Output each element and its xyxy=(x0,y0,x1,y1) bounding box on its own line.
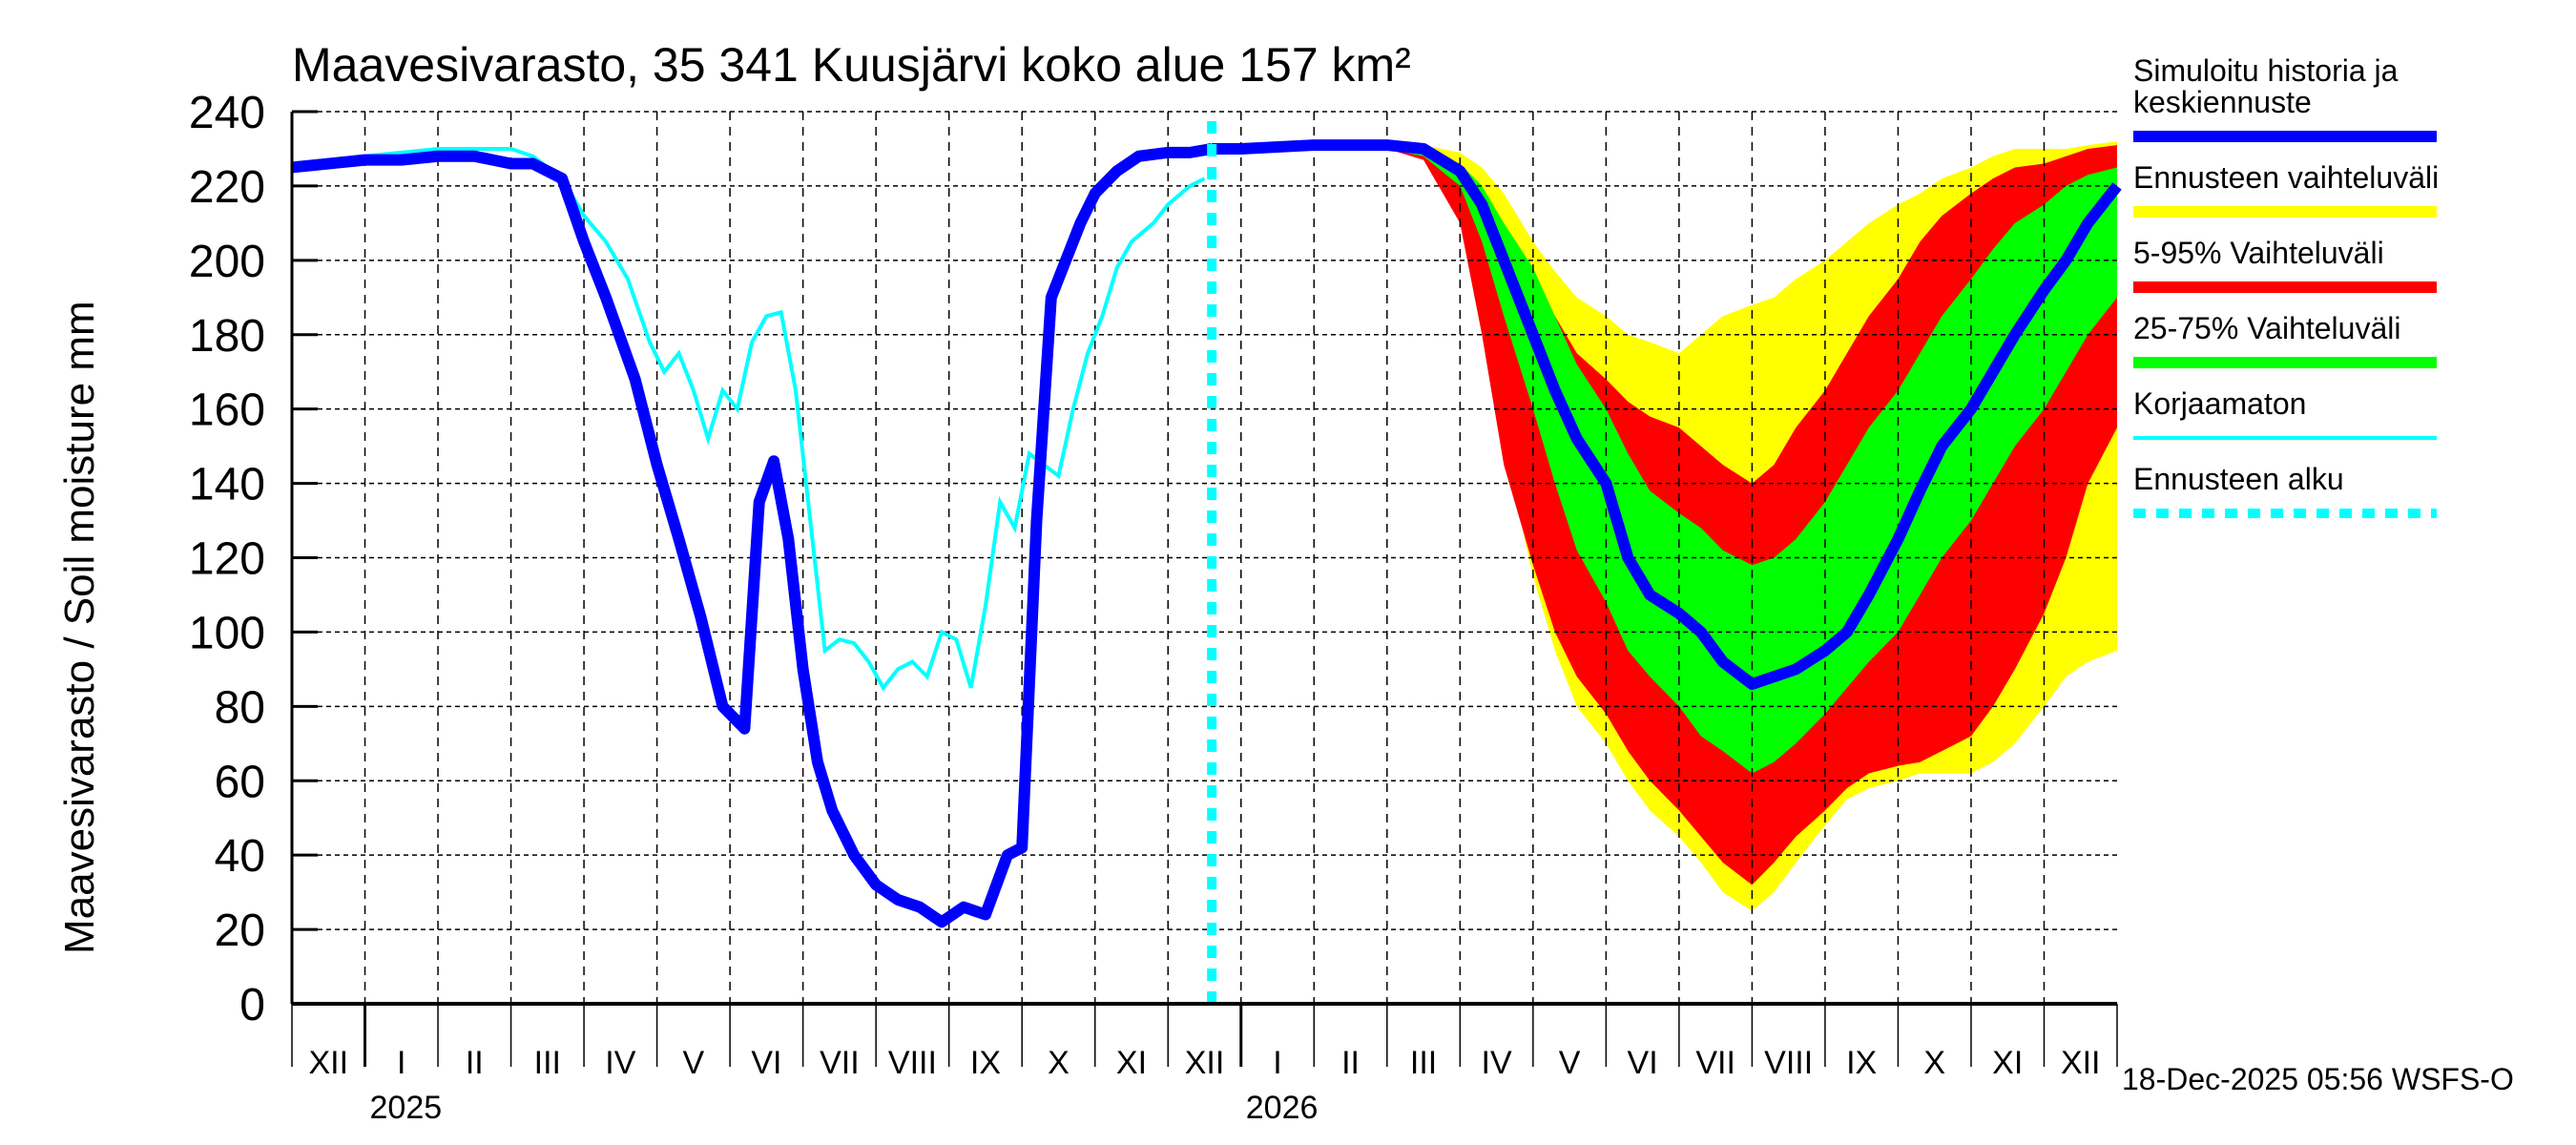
x-tick-label: I xyxy=(397,1045,405,1081)
y-tick-label: 220 xyxy=(189,162,265,213)
x-tick-label: IX xyxy=(1846,1045,1877,1081)
x-tick-label: X xyxy=(1048,1045,1070,1081)
legend-label: keskiennuste xyxy=(2133,85,2312,119)
y-tick-label: 0 xyxy=(239,980,265,1030)
y-tick-label: 20 xyxy=(215,906,265,956)
x-tick-label: IV xyxy=(1482,1045,1512,1081)
y-tick-label: 180 xyxy=(189,311,265,362)
x-tick-label: X xyxy=(1923,1045,1945,1081)
x-tick-label: III xyxy=(1410,1045,1437,1081)
x-tick-label: XI xyxy=(1992,1045,2023,1081)
x-tick-label: VI xyxy=(751,1045,781,1081)
x-tick-label: IX xyxy=(970,1045,1001,1081)
y-tick-label: 60 xyxy=(215,757,265,807)
y-tick-label: 100 xyxy=(189,608,265,658)
legend-label: Korjaamaton xyxy=(2133,386,2306,421)
x-tick-label: II xyxy=(1341,1045,1360,1081)
x-tick-label: I xyxy=(1273,1045,1281,1081)
y-tick-label: 80 xyxy=(215,682,265,733)
series-simuloitu-historia xyxy=(291,143,1214,928)
y-tick-label: 40 xyxy=(215,831,265,882)
legend-label: Ennusteen vaihteluväli xyxy=(2133,160,2439,195)
x-tick-label: IV xyxy=(605,1045,635,1081)
x-tick-label: VIII xyxy=(1764,1045,1813,1081)
series-keskiennuste xyxy=(1212,139,2122,690)
x-tick-label: III xyxy=(534,1045,561,1081)
y-tick-label: 240 xyxy=(189,88,265,138)
year-label: 2025 xyxy=(370,1090,443,1126)
legend-label: 25-75% Vaihteluväli xyxy=(2133,311,2400,345)
y-tick-label: 120 xyxy=(189,534,265,585)
y-tick-label: 200 xyxy=(189,237,265,287)
x-tick-label: XII xyxy=(1185,1045,1225,1081)
y-axis-label: Maavesivarasto / Soil moisture mm xyxy=(56,301,103,954)
x-tick-label: V xyxy=(683,1045,705,1081)
x-tick-label: VII xyxy=(1695,1045,1735,1081)
legend-label: 5-95% Vaihteluväli xyxy=(2133,236,2384,270)
chart-title: Maavesivarasto, 35 341 Kuusjärvi koko al… xyxy=(292,38,1411,92)
x-tick-label: XI xyxy=(1116,1045,1147,1081)
x-tick-label: II xyxy=(466,1045,484,1081)
year-label: 2026 xyxy=(1246,1090,1319,1126)
x-tick-label: XII xyxy=(2061,1045,2101,1081)
y-tick-label: 140 xyxy=(189,460,265,510)
x-tick-label: VII xyxy=(820,1045,860,1081)
band-25-75-vaihteluv-li xyxy=(1212,145,2117,774)
footer-timestamp: 18-Dec-2025 05:56 WSFS-O xyxy=(2122,1062,2514,1096)
legend-label: Simuloitu historia ja xyxy=(2133,53,2399,88)
x-tick-label: XII xyxy=(308,1045,348,1081)
x-tick-label: VIII xyxy=(888,1045,937,1081)
y-tick-label: 160 xyxy=(189,385,265,436)
x-tick-label: VI xyxy=(1628,1045,1658,1081)
legend-label: Ennusteen alku xyxy=(2133,462,2344,496)
x-tick-label: V xyxy=(1559,1045,1581,1081)
